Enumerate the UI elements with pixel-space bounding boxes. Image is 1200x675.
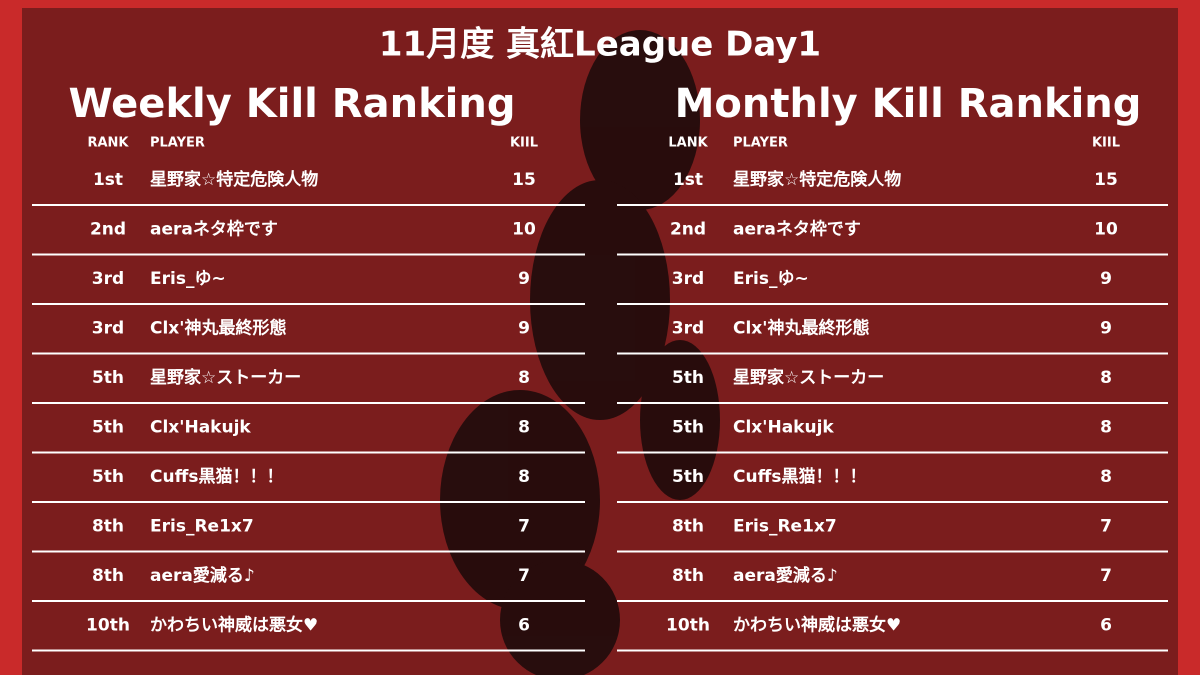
player-name: Eris_ゆ~ <box>150 269 226 289</box>
player-name: Clx'神丸最終形態 <box>150 318 286 339</box>
rank: 2nd <box>90 220 126 240</box>
rank: 1st <box>673 170 703 190</box>
kill-count: 6 <box>1100 616 1112 636</box>
column-header: RANK <box>87 136 129 151</box>
kill-count: 10 <box>512 220 536 240</box>
rank: 3rd <box>92 269 124 289</box>
player-name: Eris_Re1x7 <box>733 517 837 537</box>
column-header: PLAYER <box>150 136 205 151</box>
rank: 1st <box>93 170 123 190</box>
player-name: aera愛減る♪ <box>733 565 838 586</box>
player-name: Clx'Hakujk <box>733 418 834 438</box>
kill-count: 7 <box>1100 517 1112 537</box>
column-header: PLAYER <box>733 136 788 151</box>
kill-count: 9 <box>518 319 530 339</box>
kill-count: 8 <box>1100 467 1112 487</box>
player-name: Clx'神丸最終形態 <box>733 318 869 339</box>
rank: 5th <box>92 418 124 438</box>
table-title: Monthly Kill Ranking <box>675 81 1142 127</box>
rank: 5th <box>672 368 704 388</box>
kill-count: 7 <box>518 566 530 586</box>
player-name: 星野家☆ストーカー <box>733 367 884 388</box>
rank: 8th <box>92 517 124 537</box>
rank: 5th <box>672 467 704 487</box>
kill-count: 15 <box>512 170 536 190</box>
kill-count: 9 <box>1100 269 1112 289</box>
player-name: かわちい神威は悪女♥ <box>733 615 901 636</box>
player-name: 星野家☆特定危険人物 <box>733 169 901 190</box>
rank: 10th <box>666 616 710 636</box>
kill-count: 15 <box>1094 170 1118 190</box>
column-header: LANK <box>668 136 708 151</box>
player-name: 星野家☆特定危険人物 <box>150 169 318 190</box>
rank: 8th <box>672 517 704 537</box>
player-name: Cuffs黒猫！！！ <box>150 466 283 487</box>
column-header: KIIL <box>510 136 538 151</box>
kill-count: 9 <box>518 269 530 289</box>
column-header: KIIL <box>1092 136 1120 151</box>
player-name: Clx'Hakujk <box>150 418 251 438</box>
kill-count: 7 <box>1100 566 1112 586</box>
rank: 10th <box>86 616 130 636</box>
player-name: Cuffs黒猫！！！ <box>733 466 866 487</box>
kill-count: 8 <box>518 467 530 487</box>
kill-count: 8 <box>1100 418 1112 438</box>
rank: 5th <box>672 418 704 438</box>
main-title: 11月度 真紅League Day1 <box>379 25 821 65</box>
kill-count: 8 <box>518 418 530 438</box>
kill-count: 10 <box>1094 220 1118 240</box>
kill-count: 9 <box>1100 319 1112 339</box>
rank: 5th <box>92 467 124 487</box>
splatter <box>440 30 720 675</box>
rank: 3rd <box>92 319 124 339</box>
kill-count: 8 <box>518 368 530 388</box>
player-name: aeraネタ枠です <box>150 220 278 240</box>
rank: 3rd <box>672 319 704 339</box>
kill-count: 6 <box>518 616 530 636</box>
rank: 8th <box>92 566 124 586</box>
rank: 2nd <box>670 220 706 240</box>
player-name: 星野家☆ストーカー <box>150 367 301 388</box>
player-name: Eris_ゆ~ <box>733 269 809 289</box>
player-name: aeraネタ枠です <box>733 220 861 240</box>
rank: 8th <box>672 566 704 586</box>
player-name: かわちい神威は悪女♥ <box>150 615 318 636</box>
rank: 5th <box>92 368 124 388</box>
table-title: Weekly Kill Ranking <box>68 81 515 127</box>
rank: 3rd <box>672 269 704 289</box>
kill-count: 7 <box>518 517 530 537</box>
player-name: Eris_Re1x7 <box>150 517 254 537</box>
player-name: aera愛減る♪ <box>150 565 255 586</box>
kill-count: 8 <box>1100 368 1112 388</box>
